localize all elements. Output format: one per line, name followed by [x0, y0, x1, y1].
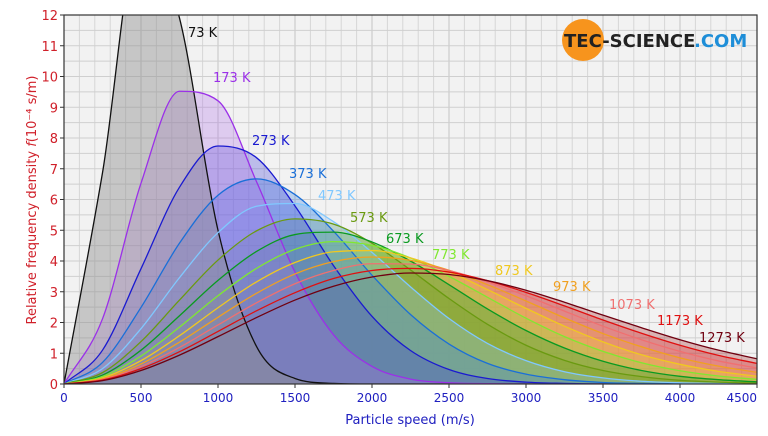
label-873k: 873 K — [495, 264, 533, 279]
x-tick-label: 3000 — [511, 391, 542, 405]
x-tick-label: 0 — [60, 391, 68, 405]
x-tick-label: 4000 — [665, 391, 696, 405]
y-tick-label: 6 — [50, 194, 58, 209]
y-tick-label: 3 — [50, 286, 58, 301]
y-tick-label: 11 — [41, 40, 58, 55]
logo-text-dark: TEC-SCIENCE — [564, 31, 695, 52]
label-573k: 573 K — [350, 211, 388, 226]
area-473k — [64, 203, 757, 384]
area-873k — [64, 250, 757, 384]
y-tick-label: 5 — [50, 224, 58, 239]
x-tick-label: 3500 — [588, 391, 619, 405]
line-173k — [64, 90, 757, 384]
x-tick-label: 2500 — [434, 391, 465, 405]
label-473k: 473 K — [318, 189, 356, 204]
y-tick-label: 1 — [50, 347, 58, 362]
line-973k — [64, 256, 757, 384]
area-773k — [64, 241, 757, 384]
label-773k: 773 K — [432, 248, 470, 263]
area-973k — [64, 257, 757, 384]
x-axis-label: Particle speed (m/s) — [345, 413, 475, 428]
line-1073k — [64, 263, 757, 384]
y-tick-label: 0 — [50, 378, 58, 393]
area-73k — [64, 15, 757, 384]
line-473k — [64, 202, 757, 384]
label-273k: 273 K — [252, 134, 290, 149]
area-1273k — [64, 272, 757, 384]
y-tick-label: 2 — [50, 317, 58, 332]
area-1073k — [64, 263, 757, 384]
area-573k — [64, 218, 757, 384]
label-1273k: 1273 K — [699, 331, 745, 346]
y-tick-label: 10 — [41, 71, 58, 86]
line-573k — [64, 218, 757, 384]
series-areas — [64, 15, 757, 384]
label-1173k: 1173 K — [657, 314, 703, 329]
x-tick-label: 1500 — [280, 391, 311, 405]
area-273k — [64, 145, 757, 384]
y-axis-label: Relative frequency density f(10⁻⁴ s/m) — [25, 76, 40, 325]
grid — [63, 14, 758, 385]
series-labels: 73 K 173 K 273 K 373 K 473 K 573 K 673 K 773 K 8… — [188, 26, 745, 346]
logo-text-accent: .COM — [694, 31, 747, 52]
line-1173k — [64, 267, 757, 384]
series-lines — [64, 15, 757, 384]
line-273k — [64, 145, 757, 384]
x-tick-label: 500 — [130, 391, 153, 405]
label-373k: 373 K — [289, 167, 327, 182]
line-373k — [64, 178, 757, 384]
x-tick-label: 2000 — [357, 391, 388, 405]
y-tick-label: 12 — [41, 9, 58, 24]
label-673k: 673 K — [386, 232, 424, 247]
label-1073k: 1073 K — [609, 298, 655, 313]
y-tick-label: 7 — [50, 163, 58, 178]
y-tick-label: 9 — [50, 101, 58, 116]
area-173k — [64, 91, 757, 384]
logo-circle — [562, 19, 604, 61]
line-1273k — [64, 272, 757, 384]
line-873k — [64, 249, 757, 384]
label-973k: 973 K — [553, 280, 591, 295]
x-tick-label: 1000 — [203, 391, 234, 405]
y-tick-label: 4 — [50, 255, 58, 270]
area-373k — [64, 178, 757, 384]
tec-science-logo: TEC-SCIENCE .COM — [562, 19, 747, 61]
y-tick-label: 8 — [50, 132, 58, 147]
label-73k: 73 K — [188, 26, 218, 41]
label-173k: 173 K — [213, 71, 251, 86]
x-axis-ticks: 0 500 1000 1500 2000 2500 3000 3500 4000 4500 — [60, 384, 758, 405]
area-673k — [64, 232, 757, 384]
x-tick-label: 4500 — [726, 391, 757, 405]
